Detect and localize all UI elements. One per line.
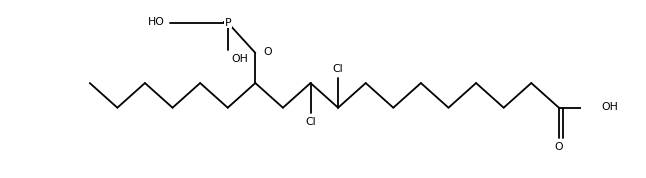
- Text: O: O: [554, 142, 563, 152]
- Text: OH: OH: [231, 54, 248, 64]
- Text: OH: OH: [601, 102, 618, 112]
- Text: P: P: [224, 18, 231, 28]
- Text: O: O: [264, 47, 273, 57]
- Text: Cl: Cl: [333, 64, 344, 74]
- Text: Cl: Cl: [305, 117, 316, 127]
- Text: HO: HO: [149, 17, 165, 27]
